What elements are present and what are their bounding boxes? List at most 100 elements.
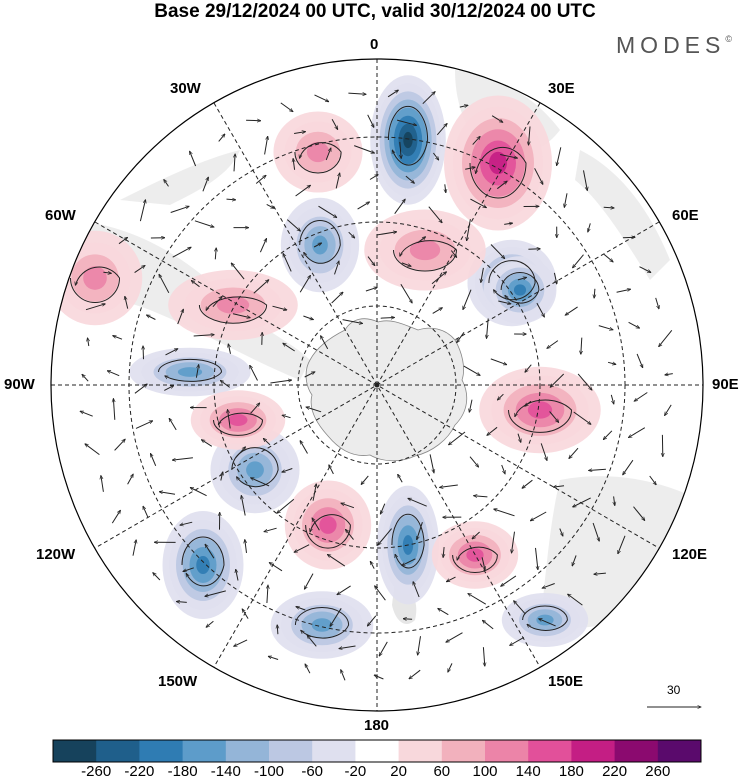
wind-arrow (557, 147, 562, 165)
circulation-loop (387, 105, 429, 166)
wind-arrow (481, 267, 484, 283)
wind-arrow (573, 497, 591, 507)
colorbar-swatch (355, 740, 400, 762)
wind-arrow (409, 669, 421, 679)
wind-arrow (282, 468, 293, 473)
wind-arrow (517, 433, 521, 443)
wind-arrow (228, 344, 231, 354)
wind-arrow (405, 175, 415, 183)
wind-arrow (549, 411, 559, 423)
lon-label-120w: 120W (36, 546, 76, 563)
wind-arrow (159, 274, 170, 294)
wind-arrow (490, 244, 505, 259)
colorbar (52, 739, 702, 763)
wind-arrow (375, 586, 386, 601)
circulation-loop (294, 607, 350, 639)
reference-vector-label: 30 (667, 683, 681, 697)
wind-arrow (218, 134, 225, 142)
wind-arrow (205, 544, 215, 559)
colorbar-tick-label: 140 (515, 763, 541, 780)
wind-arrow (283, 343, 295, 352)
circulation-loop (299, 220, 341, 264)
colorbar-swatch (398, 740, 443, 762)
wind-arrow (417, 522, 423, 540)
wind-arrow (255, 175, 266, 184)
wind-arrow (534, 168, 543, 184)
wind-arrow (259, 239, 266, 253)
wind-arrow (443, 547, 444, 557)
wind-arrow (603, 207, 615, 208)
wind-arrow (176, 602, 187, 603)
wind-arrow (113, 399, 114, 420)
wind-arrow (242, 609, 249, 619)
wind-arrow (588, 223, 591, 232)
wind-arrow (153, 573, 161, 581)
colorbar-tick-label: -140 (210, 763, 241, 780)
wind-arrow (170, 206, 189, 213)
wind-arrow (622, 237, 635, 238)
wind-arrow (159, 492, 176, 495)
colorbar-tick-label: -60 (301, 763, 324, 780)
wind-arrow (205, 590, 226, 597)
wind-arrow (659, 329, 673, 346)
wind-arrow (172, 247, 191, 258)
wind-arrow (569, 447, 579, 458)
wind-arrow (603, 253, 613, 262)
colorbar-swatch (269, 740, 313, 762)
lon-label-90w: 90W (4, 376, 35, 393)
wind-arrow (312, 484, 316, 501)
circulation-loop (305, 514, 351, 549)
wind-arrow (313, 243, 322, 248)
copyright-mark: © (725, 34, 732, 44)
wind-arrow (603, 430, 613, 440)
brand-logo: MODES© (616, 32, 732, 59)
wind-arrow (408, 498, 427, 507)
wind-arrow (446, 632, 463, 643)
wind-arrow (314, 94, 329, 102)
wind-arrow (457, 332, 465, 342)
wind-arrow (348, 93, 366, 94)
wind-arrow (226, 199, 236, 200)
wind-arrow (433, 152, 438, 160)
wind-arrow (512, 531, 515, 553)
wind-arrow (463, 289, 472, 310)
map-field (51, 59, 703, 711)
wind-arrow (300, 441, 308, 454)
wind-arrow (550, 373, 565, 387)
lon-label-90e: 90E (712, 376, 739, 393)
wind-arrow (143, 346, 144, 360)
lon-label-0: 0 (370, 36, 379, 53)
wind-arrow (113, 336, 123, 340)
wind-arrow (639, 266, 651, 273)
wind-arrow (325, 148, 331, 161)
anomaly-contour (513, 284, 527, 296)
lon-label-150w: 150W (158, 673, 198, 690)
wind-arrow (212, 296, 222, 308)
wind-arrow (540, 443, 547, 460)
wind-arrow (504, 223, 512, 224)
wind-arrow (231, 263, 245, 280)
wind-arrow (304, 372, 315, 378)
wind-arrow (304, 573, 314, 590)
wind-arrow (202, 177, 209, 192)
anomaly-contour (306, 141, 330, 163)
colorbar-swatch (225, 740, 270, 762)
lon-label-60w: 60W (45, 207, 76, 224)
wind-arrow (565, 306, 578, 315)
wind-arrow (553, 486, 565, 487)
anomaly-contour (403, 131, 413, 149)
wind-arrow (143, 506, 149, 518)
wind-arrow (277, 498, 295, 513)
wind-arrow (583, 170, 588, 190)
wind-arrow (450, 250, 456, 258)
wind-arrow (118, 237, 128, 245)
wind-arrow (139, 200, 145, 222)
wind-arrow (467, 219, 471, 241)
wind-arrow (610, 394, 614, 404)
wind-arrow (559, 528, 563, 537)
wind-arrow (472, 136, 481, 145)
wind-arrow (283, 254, 292, 272)
anomaly-contour (319, 516, 337, 534)
wind-arrow (246, 120, 261, 121)
